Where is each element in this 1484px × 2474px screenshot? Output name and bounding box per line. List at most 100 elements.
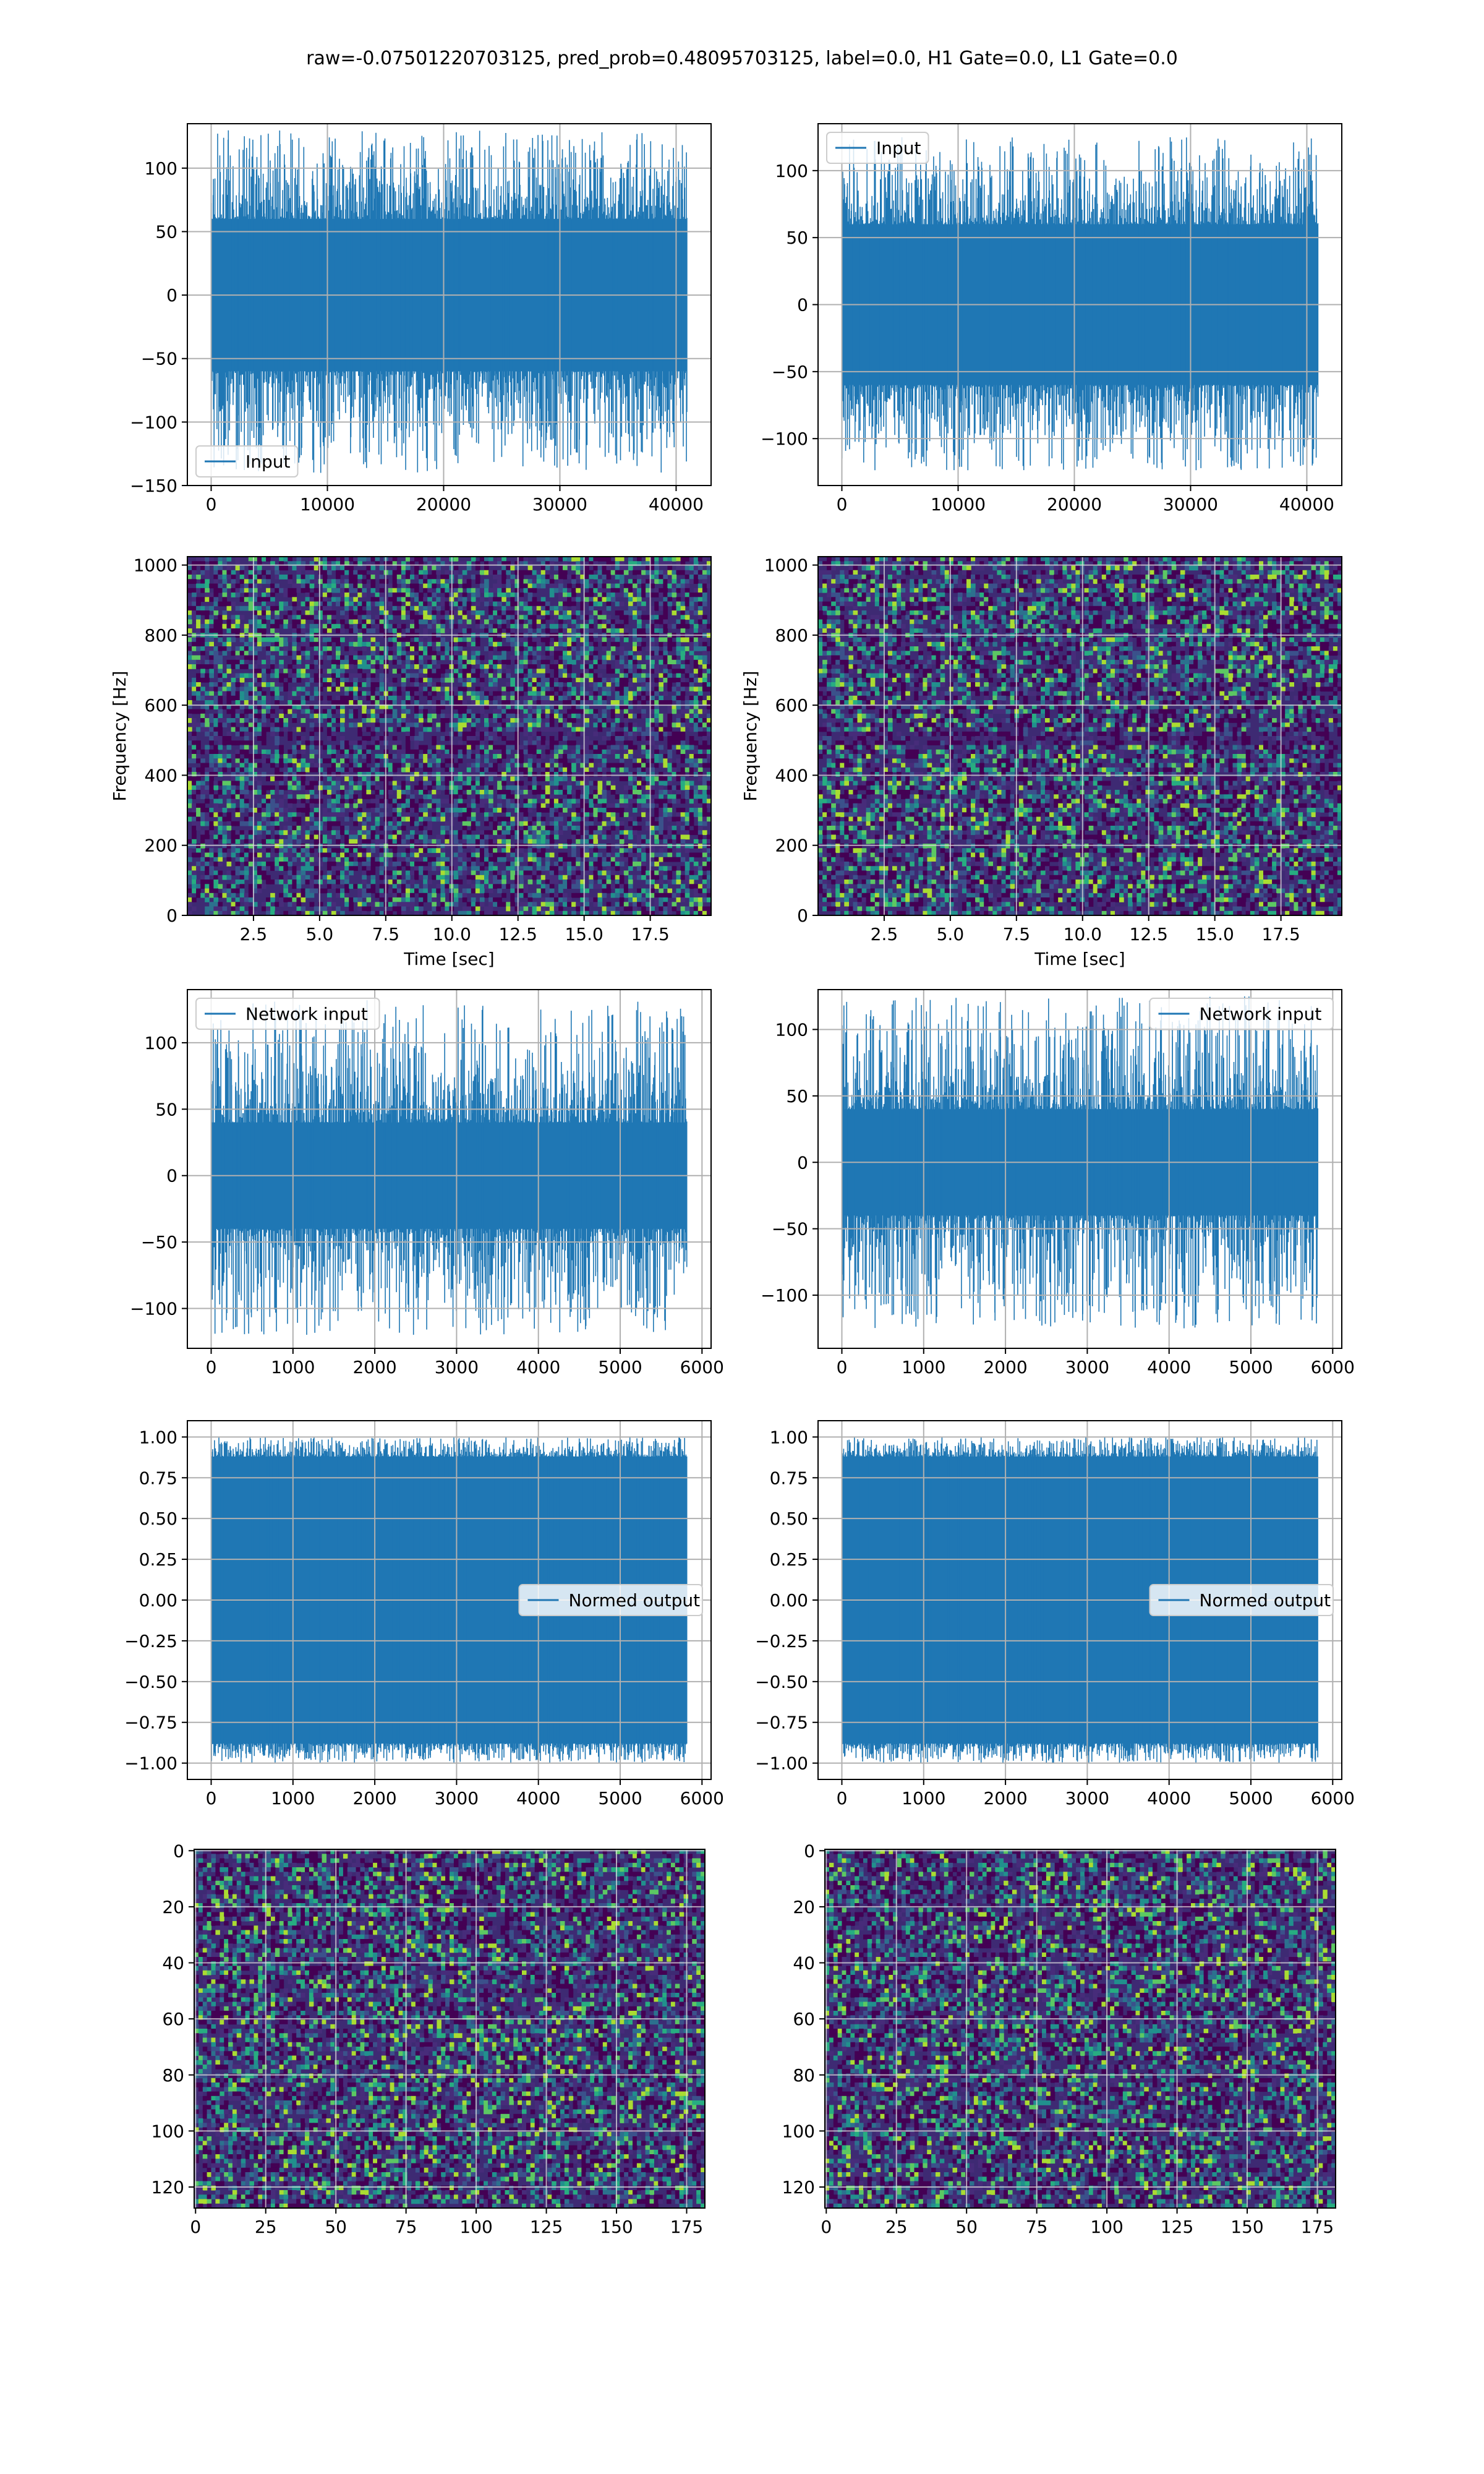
network-input-l1-ytick-label: 100 — [775, 1019, 808, 1040]
network-input-l1-ytick-label: 0 — [797, 1152, 808, 1173]
image-l1-ytick-label: 80 — [793, 2065, 815, 2086]
image-h1-xtick-label: 125 — [530, 2217, 563, 2237]
normed-output-h1-ytick-label: 0.75 — [139, 1468, 177, 1488]
normed-output-l1-ytick-label: 0.50 — [770, 1509, 808, 1529]
spectrogram-h1-ytick-label: 600 — [145, 695, 177, 716]
network-input-h1-legend: Network input — [196, 998, 380, 1029]
spectrogram-l1-xtick-label: 12.5 — [1130, 924, 1168, 944]
input-h1-xtick-label: 0 — [206, 494, 217, 515]
normed-output-l1-xtick-label: 3000 — [1065, 1788, 1109, 1808]
network-input-l1-xtick-label: 4000 — [1147, 1357, 1191, 1377]
input-h1-ytick-label: −150 — [130, 476, 177, 496]
spectrogram-h1-xlabel: Time [sec] — [403, 949, 494, 969]
input-l1-signal-line — [842, 137, 1318, 470]
spectrogram-l1-ylabel: Frequency [Hz] — [740, 670, 761, 801]
normed-output-h1-ytick-label: −1.00 — [124, 1753, 177, 1774]
normed-output-h1-legend-label: Normed output — [569, 1590, 701, 1611]
spectrogram-h1-xtick-label: 5.0 — [306, 924, 334, 944]
image-h1-xtick-label: 100 — [459, 2217, 492, 2237]
network-input-h1-ytick-label: −100 — [130, 1299, 177, 1319]
normed-output-h1-ytick-label: 0.50 — [139, 1509, 177, 1529]
spectrogram-h1-ytick-label: 1000 — [134, 555, 177, 576]
input-l1-xtick-label: 10000 — [931, 494, 986, 515]
normed-output-h1-ytick-label: −0.25 — [124, 1631, 177, 1651]
input-h1-xtick-label: 40000 — [649, 494, 704, 515]
spectrogram-h1-xtick-label: 15.0 — [565, 924, 603, 944]
normed-output-h1-xtick-label: 5000 — [598, 1788, 642, 1808]
spectrogram-l1-axes: 2.5 5.0 7.5 10.0 12.5 15.0 17.5020040060080010… — [740, 555, 1342, 969]
normed-output-h1-axes: 0 1000 2000 3000 4000 5000 6000−1.00−0.75−0.50… — [124, 1421, 724, 1808]
spectrogram-l1-heatmap-cells — [818, 557, 1342, 916]
spectrogram-l1-ytick-label: 600 — [775, 695, 808, 716]
normed-output-l1-axes: 0 1000 2000 3000 4000 5000 6000−1.00−0.75−0.50… — [755, 1421, 1355, 1808]
image-h1-xtick-label: 75 — [395, 2217, 417, 2237]
spectrogram-h1-ytick-label: 0 — [166, 905, 177, 926]
network-input-h1-xtick-label: 1000 — [271, 1357, 315, 1377]
normed-output-h1-xtick-label: 6000 — [680, 1788, 724, 1808]
normed-output-l1-xtick-label: 4000 — [1147, 1788, 1191, 1808]
network-input-l1-xtick-label: 3000 — [1065, 1357, 1109, 1377]
input-h1-legend: Input — [196, 446, 298, 477]
input-l1-xtick-label: 0 — [837, 494, 848, 515]
network-input-h1-signal-line — [211, 1000, 687, 1335]
image-l1-ytick-label: 100 — [782, 2121, 815, 2141]
image-l1-ytick-label: 20 — [793, 1897, 815, 1917]
image-l1-xtick-label: 125 — [1161, 2217, 1193, 2237]
image-h1-ytick-label: 0 — [173, 1841, 184, 1861]
network-input-h1-xtick-label: 4000 — [516, 1357, 560, 1377]
spectrogram-h1-xtick-label: 12.5 — [499, 924, 537, 944]
network-input-l1-xtick-label: 2000 — [983, 1357, 1027, 1377]
image-h1-ytick-label: 60 — [162, 2009, 184, 2029]
normed-output-h1-xtick-label: 4000 — [516, 1788, 560, 1808]
image-h1-ytick-label: 120 — [151, 2177, 184, 2198]
input-l1-ytick-label: 100 — [775, 161, 808, 181]
image-l1-xtick-label: 25 — [885, 2217, 908, 2237]
normed-output-h1-xtick-label: 3000 — [435, 1788, 479, 1808]
network-input-h1-ytick-label: −50 — [141, 1232, 177, 1252]
spectrogram-l1-ytick-label: 400 — [775, 765, 808, 785]
image-h1-xtick-label: 25 — [255, 2217, 277, 2237]
spectrogram-l1-xtick-label: 17.5 — [1261, 924, 1300, 944]
network-input-h1-axes: 0 1000 2000 3000 4000 5000 6000−100−50050100Ne… — [130, 990, 724, 1377]
network-input-l1-xtick-label: 6000 — [1311, 1357, 1355, 1377]
normed-output-h1-xtick-label: 0 — [206, 1788, 217, 1808]
input-l1-ytick-label: −100 — [761, 429, 808, 449]
normed-output-l1-xtick-label: 5000 — [1229, 1788, 1273, 1808]
spectrogram-l1-ytick-label: 1000 — [764, 555, 808, 576]
input-h1-xtick-label: 20000 — [416, 494, 471, 515]
normed-output-l1-ytick-label: 0.00 — [770, 1590, 808, 1611]
input-h1-xtick-label: 10000 — [300, 494, 355, 515]
network-input-l1-legend: Network input — [1150, 998, 1334, 1029]
normed-output-l1-xtick-label: 6000 — [1311, 1788, 1355, 1808]
network-input-l1-xtick-label: 0 — [837, 1357, 848, 1377]
input-l1-xtick-label: 30000 — [1163, 494, 1218, 515]
network-input-h1-xtick-label: 2000 — [352, 1357, 396, 1377]
network-input-h1-xtick-label: 6000 — [680, 1357, 724, 1377]
image-l1-xtick-label: 150 — [1230, 2217, 1263, 2237]
image-h1-xtick-label: 175 — [670, 2217, 703, 2237]
input-h1-ytick-label: 0 — [166, 285, 177, 306]
normed-output-l1-xtick-label: 1000 — [902, 1788, 945, 1808]
normed-output-h1-ytick-label: 1.00 — [139, 1427, 177, 1447]
image-l1-ytick-label: 60 — [793, 2009, 815, 2029]
network-input-l1-axes: 0 1000 2000 3000 4000 5000 6000−100−50050100Ne… — [761, 990, 1355, 1377]
normed-output-h1-ytick-label: −0.50 — [124, 1672, 177, 1692]
image-l1-heatmap-cells — [825, 1849, 1336, 2209]
spectrogram-h1-heatmap-cells — [187, 557, 712, 916]
normed-output-h1-xtick-label: 1000 — [271, 1788, 315, 1808]
image-h1-ytick-label: 100 — [151, 2121, 184, 2141]
image-l1-xtick-label: 50 — [955, 2217, 978, 2237]
image-h1-ytick-label: 40 — [162, 1953, 184, 1974]
input-l1-legend: Input — [827, 132, 929, 163]
input-h1-ytick-label: −100 — [130, 412, 177, 432]
spectrogram-h1-ylabel: Frequency [Hz] — [109, 670, 130, 801]
figure-title: raw=-0.07501220703125, pred_prob=0.48095… — [306, 48, 1178, 69]
image-h1-xtick-label: 50 — [325, 2217, 347, 2237]
network-input-h1-ytick-label: 50 — [155, 1099, 177, 1119]
spectrogram-l1-xtick-label: 5.0 — [937, 924, 965, 944]
network-input-l1-xtick-label: 5000 — [1229, 1357, 1273, 1377]
